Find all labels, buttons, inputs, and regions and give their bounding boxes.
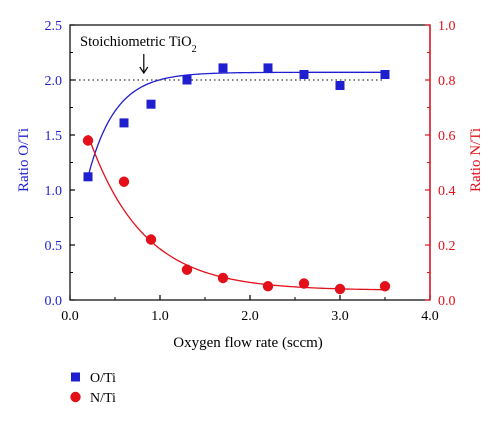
x-axis-label: Oxygen flow rate (sccm) bbox=[173, 335, 323, 351]
point-o-ti bbox=[299, 70, 309, 79]
point-n-ti bbox=[82, 135, 94, 146]
point-o-ti bbox=[263, 63, 273, 73]
annotation-main: Stoichiometric TiO bbox=[80, 34, 192, 50]
fit-curve-n-ti bbox=[87, 134, 386, 291]
point-n-ti bbox=[181, 264, 193, 275]
y-left-tick-label: 0.0 bbox=[45, 294, 63, 309]
y-left-tick-label: 1.0 bbox=[45, 184, 63, 199]
x-tick-label: 0.0 bbox=[61, 309, 79, 324]
point-o-ti bbox=[380, 70, 390, 79]
y-axis-right-label: Ratio N/Ti bbox=[468, 128, 484, 192]
point-n-ti bbox=[217, 272, 229, 284]
point-n-ti bbox=[145, 234, 157, 245]
point-n-ti bbox=[118, 176, 130, 187]
stoichiometric-annotation: Stoichiometric TiO2 bbox=[80, 34, 197, 75]
x-tick-label: 2.0 bbox=[241, 309, 259, 324]
x-tick-label: 1.0 bbox=[151, 309, 169, 324]
x-tick-label: 3.0 bbox=[331, 309, 349, 324]
plot-area bbox=[69, 24, 431, 301]
data-points bbox=[82, 63, 391, 295]
y-axis-right: 0.0 0.2 0.4 0.6 0.8 1.0 bbox=[425, 19, 456, 309]
point-n-ti bbox=[379, 281, 391, 292]
y-left-tick-label: 0.5 bbox=[45, 239, 63, 254]
y-left-tick-label: 2.5 bbox=[45, 19, 63, 34]
point-o-ti bbox=[335, 81, 345, 90]
point-o-ti bbox=[119, 118, 129, 128]
point-n-ti bbox=[298, 278, 310, 289]
point-o-ti bbox=[218, 63, 228, 73]
y-right-tick-label: 1.0 bbox=[438, 19, 456, 34]
annotation-subscript: 2 bbox=[192, 44, 197, 55]
fit-curves bbox=[87, 71, 386, 291]
fit-curve-o-ti bbox=[87, 71, 385, 177]
arrow-head bbox=[139, 66, 149, 75]
legend-label: O/Ti bbox=[90, 371, 116, 386]
point-o-ti bbox=[146, 99, 156, 109]
y-axis-left: 0.0 0.5 1.0 1.5 2.0 2.5 bbox=[45, 19, 75, 309]
legend-marker-n-ti bbox=[70, 391, 81, 403]
legend-label: N/Ti bbox=[90, 391, 116, 406]
legend-marker-o-ti bbox=[71, 372, 80, 382]
point-n-ti bbox=[262, 281, 274, 292]
y-right-tick-label: 0.0 bbox=[438, 294, 456, 309]
legend: O/Ti N/Ti bbox=[70, 371, 116, 406]
plot-frame bbox=[69, 24, 431, 301]
x-tick-label: 4.0 bbox=[421, 309, 439, 324]
annotation-arrow bbox=[139, 54, 149, 75]
point-o-ti bbox=[182, 75, 192, 85]
y-left-tick-label: 2.0 bbox=[45, 74, 63, 89]
x-axis: 0.0 1.0 2.0 3.0 4.0 bbox=[61, 295, 439, 324]
y-axis-left-label: Ratio O/Ti bbox=[16, 128, 32, 192]
y-right-tick-label: 0.4 bbox=[438, 184, 456, 199]
y-right-tick-label: 0.6 bbox=[438, 129, 456, 144]
y-right-tick-label: 0.2 bbox=[438, 239, 456, 254]
y-right-tick-label: 0.8 bbox=[438, 74, 456, 89]
y-left-tick-label: 1.5 bbox=[45, 129, 63, 144]
point-n-ti bbox=[334, 283, 346, 295]
annotation-text: Stoichiometric TiO2 bbox=[80, 34, 197, 55]
point-o-ti bbox=[83, 172, 93, 182]
